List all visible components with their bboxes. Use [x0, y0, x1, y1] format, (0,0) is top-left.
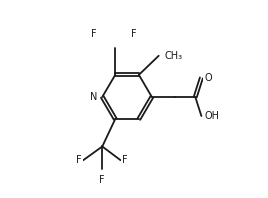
Text: F: F — [131, 30, 137, 39]
Text: O: O — [204, 73, 212, 83]
Text: N: N — [90, 92, 98, 102]
Text: F: F — [76, 155, 82, 165]
Text: F: F — [122, 155, 128, 165]
Text: OH: OH — [204, 111, 219, 121]
Text: CH₃: CH₃ — [165, 51, 183, 61]
Text: F: F — [99, 175, 105, 186]
Text: F: F — [91, 30, 96, 39]
